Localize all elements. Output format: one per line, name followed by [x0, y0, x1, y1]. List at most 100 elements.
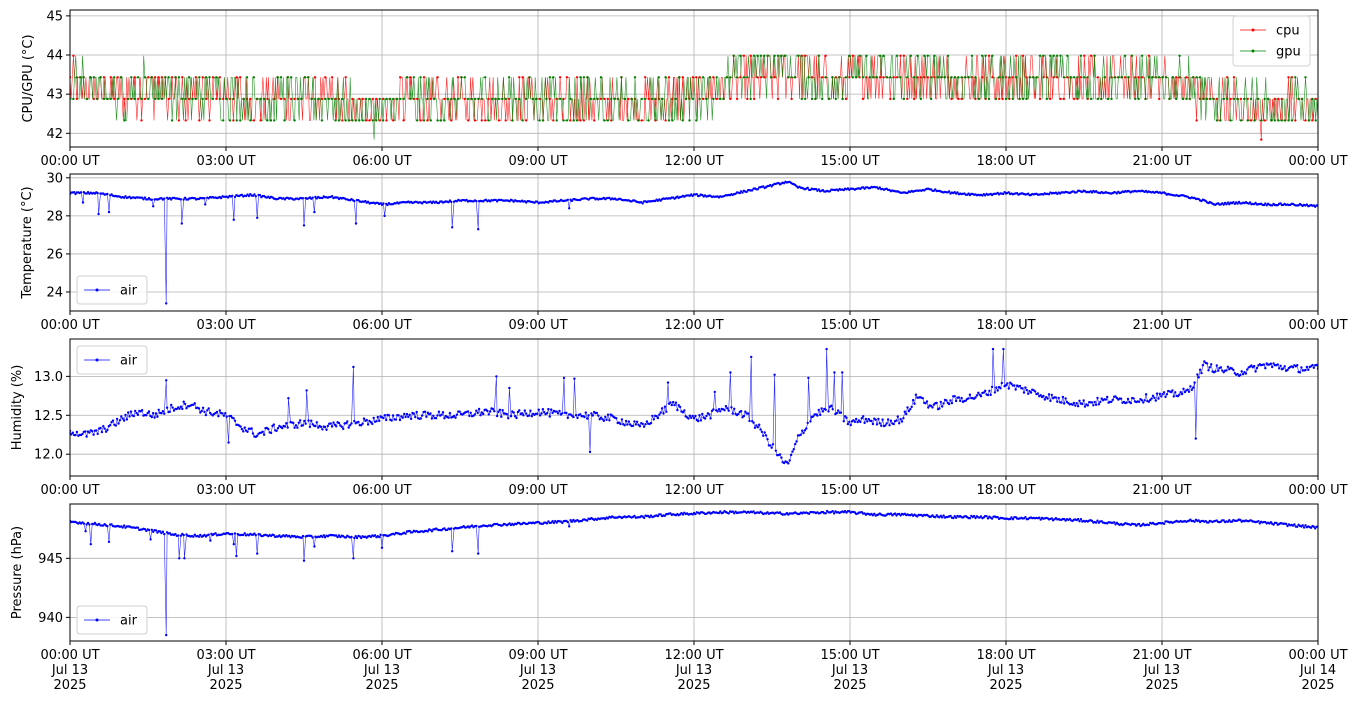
- data-point: [1006, 382, 1009, 385]
- data-point: [565, 76, 569, 79]
- data-point: [350, 422, 353, 425]
- data-point: [178, 407, 181, 410]
- data-point: [1169, 390, 1173, 394]
- data-point: [719, 510, 722, 513]
- data-point: [1273, 97, 1277, 101]
- data-point: [133, 76, 136, 79]
- data-point: [1282, 367, 1285, 370]
- data-point: [160, 412, 163, 415]
- data-point: [165, 406, 169, 409]
- data-point: [986, 517, 990, 520]
- data-point: [300, 97, 303, 101]
- data-point: [827, 97, 831, 101]
- data-point: [204, 76, 208, 79]
- data-point: [285, 422, 288, 425]
- data-point: [371, 422, 374, 426]
- data-point: [565, 119, 569, 122]
- data-point: [878, 76, 882, 79]
- data-point: [756, 188, 759, 191]
- data-point: [1164, 395, 1167, 399]
- data-point: [942, 514, 945, 517]
- data-point: [402, 97, 405, 101]
- data-point: [778, 453, 782, 456]
- data-point: [404, 532, 407, 535]
- x-tick-label: 21:00 UT: [1132, 648, 1191, 663]
- data-point: [732, 54, 735, 57]
- data-point: [654, 119, 657, 122]
- data-point: [480, 411, 483, 414]
- x-tick-label: 18:00 UT: [976, 318, 1035, 333]
- data-point: [708, 413, 711, 416]
- data-point: [713, 390, 716, 394]
- data-point: [259, 119, 262, 122]
- data-point: [1174, 391, 1177, 394]
- data-point: [507, 76, 511, 79]
- data-point: [738, 191, 741, 195]
- data-point: [82, 522, 86, 525]
- data-point: [160, 97, 164, 101]
- data-point: [1039, 394, 1042, 397]
- data-point: [647, 97, 650, 101]
- data-point: [326, 424, 330, 428]
- legend-label-gpu: gpu: [1276, 45, 1301, 60]
- data-point: [838, 76, 841, 79]
- data-point: [183, 557, 186, 560]
- data-point: [752, 54, 756, 57]
- data-point: [1314, 119, 1317, 122]
- data-point: [1225, 369, 1228, 372]
- data-point: [1104, 398, 1108, 401]
- data-point: [744, 410, 747, 413]
- data-point: [1272, 523, 1275, 526]
- data-point: [770, 446, 773, 449]
- data-point: [878, 186, 881, 189]
- data-point: [886, 418, 890, 421]
- data-point: [667, 76, 671, 79]
- data-point: [116, 76, 119, 79]
- data-point: [358, 97, 361, 101]
- data-point: [371, 97, 375, 101]
- data-point: [85, 435, 88, 438]
- data-point: [1290, 76, 1294, 79]
- data-point: [184, 119, 187, 122]
- data-point: [199, 533, 202, 537]
- data-point: [1061, 395, 1065, 399]
- data-point: [311, 196, 314, 199]
- data-point: [1210, 363, 1213, 366]
- data-point: [157, 408, 160, 411]
- data-point: [1027, 392, 1030, 395]
- data-point: [1168, 97, 1171, 101]
- data-point: [177, 76, 181, 79]
- data-point: [1246, 97, 1249, 101]
- x-tick-label: 00:00 UT: [1288, 318, 1347, 333]
- data-point: [871, 514, 875, 517]
- data-point: [882, 54, 885, 57]
- data-point: [1283, 365, 1286, 368]
- data-point: [152, 411, 155, 415]
- y-tick-label: 945: [38, 552, 63, 567]
- data-point: [1153, 396, 1156, 399]
- data-point: [321, 196, 324, 200]
- data-point: [239, 425, 242, 428]
- data-point: [168, 532, 171, 535]
- data-point: [1029, 391, 1033, 394]
- data-point: [1119, 397, 1123, 400]
- data-point: [873, 512, 876, 515]
- data-point: [610, 97, 613, 101]
- data-point: [240, 193, 244, 196]
- data-point: [885, 422, 888, 425]
- data-point: [941, 405, 944, 408]
- data-point: [934, 516, 937, 519]
- data-point: [154, 412, 158, 415]
- data-point: [953, 395, 956, 398]
- data-point: [1114, 523, 1117, 526]
- data-point: [1004, 76, 1008, 79]
- data-point: [1055, 54, 1059, 57]
- data-point: [372, 416, 375, 420]
- data-point: [208, 119, 211, 122]
- data-point: [641, 422, 644, 426]
- data-point: [773, 76, 776, 79]
- data-point: [1069, 76, 1072, 79]
- data-point: [150, 415, 153, 419]
- data-point: [913, 402, 916, 405]
- data-point: [698, 97, 701, 101]
